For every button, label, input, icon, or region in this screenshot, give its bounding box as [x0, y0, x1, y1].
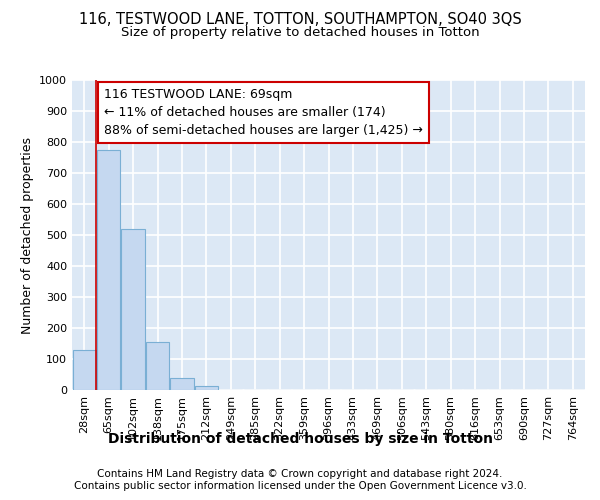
- Text: Size of property relative to detached houses in Totton: Size of property relative to detached ho…: [121, 26, 479, 39]
- Y-axis label: Number of detached properties: Number of detached properties: [20, 136, 34, 334]
- Bar: [195, 386, 218, 390]
- Text: Distribution of detached houses by size in Totton: Distribution of detached houses by size …: [107, 432, 493, 446]
- Text: Contains public sector information licensed under the Open Government Licence v3: Contains public sector information licen…: [74, 481, 526, 491]
- Text: 116, TESTWOOD LANE, TOTTON, SOUTHAMPTON, SO40 3QS: 116, TESTWOOD LANE, TOTTON, SOUTHAMPTON,…: [79, 12, 521, 28]
- Text: 116 TESTWOOD LANE: 69sqm
← 11% of detached houses are smaller (174)
88% of semi-: 116 TESTWOOD LANE: 69sqm ← 11% of detach…: [104, 88, 422, 136]
- Bar: [97, 150, 120, 390]
- Bar: [73, 350, 96, 390]
- Text: Contains HM Land Registry data © Crown copyright and database right 2024.: Contains HM Land Registry data © Crown c…: [97, 469, 503, 479]
- Bar: [121, 229, 145, 390]
- Bar: [170, 378, 194, 390]
- Bar: [146, 342, 169, 390]
